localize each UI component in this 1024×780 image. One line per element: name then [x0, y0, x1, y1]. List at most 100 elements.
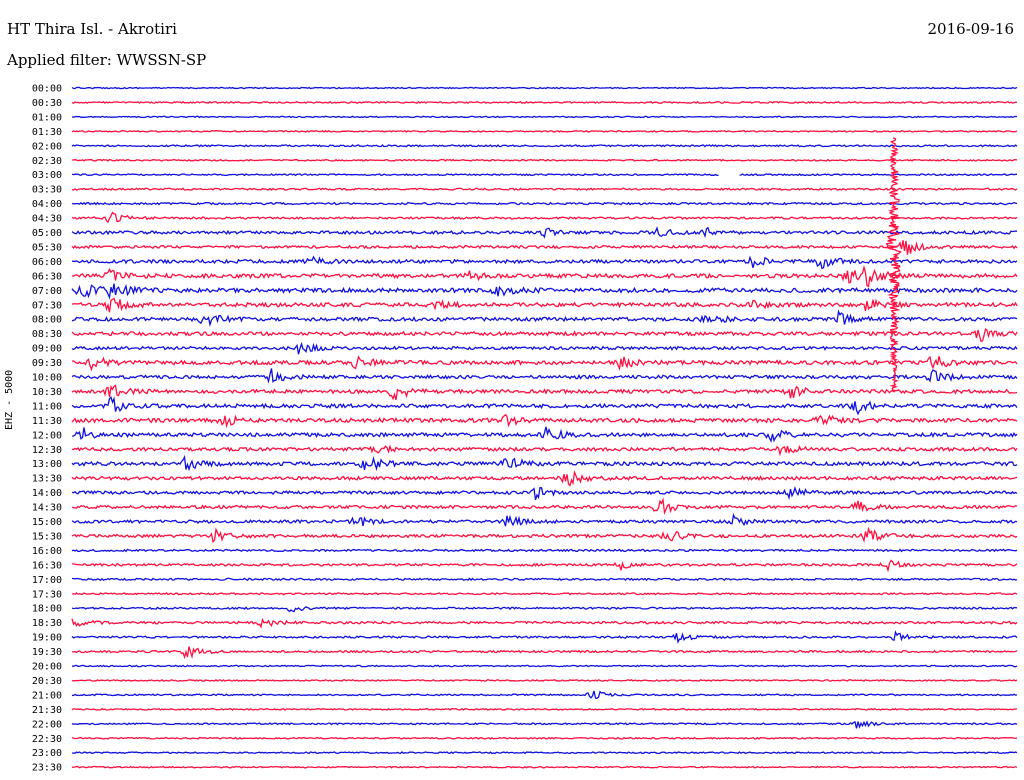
seismic-trace [71, 201, 1018, 206]
seismic-trace [71, 497, 1018, 516]
seismic-trace [71, 187, 1018, 191]
time-label: 08:00 [32, 315, 62, 326]
seismic-trace [71, 384, 1018, 401]
time-label: 08:30 [32, 329, 62, 340]
time-label: 22:00 [32, 719, 62, 730]
seismic-trace [71, 255, 1018, 270]
station-title: HT Thira Isl. - Akrotiri [7, 20, 177, 38]
seismic-trace [71, 211, 1018, 224]
time-label: 09:00 [32, 344, 62, 355]
time-label: 14:00 [32, 488, 62, 499]
seismic-trace [71, 129, 1018, 133]
seismic-trace [71, 309, 1018, 327]
seismic-trace [71, 720, 1018, 729]
seismic-trace [71, 526, 1018, 544]
time-label: 06:30 [32, 271, 62, 282]
seismic-trace [71, 264, 1018, 288]
time-label: 11:30 [32, 416, 62, 427]
time-label: 18:30 [32, 618, 62, 629]
time-label: 04:30 [32, 214, 62, 225]
time-label: 21:00 [32, 690, 62, 701]
time-label: 00:30 [32, 98, 62, 109]
seismic-trace [71, 454, 1018, 472]
seismic-trace [71, 355, 1018, 372]
time-label: 19:30 [32, 647, 62, 658]
seismic-trace [71, 513, 1018, 527]
seismic-trace [71, 240, 1018, 255]
large-event-trace [885, 137, 902, 392]
time-label: 22:30 [32, 734, 62, 745]
seismic-trace [71, 606, 1018, 613]
time-label: 12:00 [32, 430, 62, 441]
time-label: 02:30 [32, 156, 62, 167]
seismic-trace [71, 86, 1018, 90]
time-label: 00:00 [32, 84, 62, 95]
time-label: 11:00 [32, 401, 62, 412]
time-label: 01:00 [32, 112, 62, 123]
time-label: 02:00 [32, 141, 62, 152]
seismic-trace [71, 751, 1018, 755]
seismic-trace [71, 486, 1018, 500]
time-label: 12:30 [32, 445, 62, 456]
filter-label: Applied filter: WWSSN-SP [7, 51, 207, 69]
time-label: 01:30 [32, 127, 62, 138]
seismic-trace [71, 469, 1018, 487]
seismic-trace [71, 690, 1018, 699]
seismic-trace [71, 100, 1018, 105]
record-date: 2016-09-16 [927, 20, 1014, 38]
seismic-trace [71, 765, 1018, 769]
seismic-trace [71, 115, 1018, 119]
seismic-trace [71, 617, 1018, 629]
time-label: 20:00 [32, 662, 62, 673]
seismic-trace [71, 678, 1018, 682]
seismic-trace [71, 341, 1018, 355]
seismic-trace [71, 396, 1018, 416]
time-label: 17:00 [32, 575, 62, 586]
time-label: 17:30 [32, 589, 62, 600]
time-label: 06:00 [32, 257, 62, 268]
time-label: 09:30 [32, 358, 62, 369]
seismic-trace [71, 327, 1018, 342]
time-label: 03:30 [32, 185, 62, 196]
seismic-trace [71, 444, 1018, 457]
seismic-trace [71, 297, 1018, 313]
seismic-trace [71, 707, 1018, 711]
time-label: 23:00 [32, 748, 62, 759]
time-label: 15:00 [32, 517, 62, 528]
time-label: 07:30 [32, 300, 62, 311]
seismic-trace [71, 646, 1018, 660]
time-label: 13:00 [32, 459, 62, 470]
time-label: 18:00 [32, 604, 62, 615]
seismic-trace [71, 559, 1018, 573]
time-label: 14:30 [32, 503, 62, 514]
time-label: 16:30 [32, 560, 62, 571]
time-label: 20:30 [32, 676, 62, 687]
seismic-trace [71, 368, 1018, 384]
time-label: 23:30 [32, 763, 62, 774]
time-label: 16:00 [32, 546, 62, 557]
seismic-trace [71, 426, 1018, 443]
time-label: 21:30 [32, 705, 62, 716]
seismic-trace [71, 144, 1018, 148]
time-label: 03:00 [32, 170, 62, 181]
seismic-trace [71, 173, 1017, 177]
seismic-trace [71, 226, 1018, 239]
seismic-trace [71, 158, 1018, 162]
time-label: 19:00 [32, 633, 62, 644]
seismic-trace [71, 736, 1018, 740]
seismic-trace [71, 413, 1018, 429]
seismic-trace [71, 548, 1018, 553]
time-label: 13:30 [32, 474, 62, 485]
seismic-trace [71, 630, 1018, 644]
time-label: 05:00 [32, 228, 62, 239]
seismic-trace [72, 664, 1018, 668]
seismic-trace [71, 592, 1018, 596]
time-label: 15:30 [32, 531, 62, 542]
time-label: 10:30 [32, 387, 62, 398]
time-label: 05:30 [32, 242, 62, 253]
seismic-trace [71, 577, 1018, 582]
time-label: 07:00 [32, 286, 62, 297]
seismic-trace [71, 283, 1018, 300]
time-label: 04:00 [32, 199, 62, 210]
